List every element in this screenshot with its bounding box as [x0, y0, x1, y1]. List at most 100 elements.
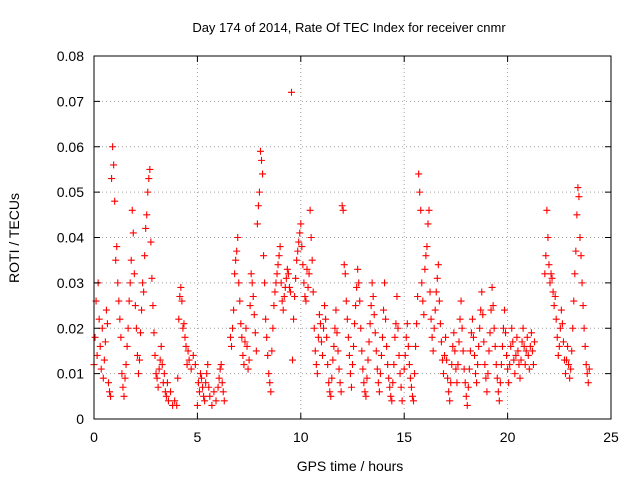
- data-point: [570, 297, 578, 305]
- data-point: [377, 351, 385, 359]
- data-point: [398, 397, 406, 405]
- data-point: [119, 383, 127, 391]
- data-point: [112, 256, 120, 264]
- data-point: [373, 365, 381, 373]
- data-point: [509, 338, 517, 346]
- data-point: [218, 379, 226, 387]
- data-point: [273, 270, 281, 278]
- data-point: [164, 397, 172, 405]
- data-point: [436, 320, 444, 328]
- data-point: [296, 229, 304, 237]
- data-point: [167, 388, 175, 396]
- data-point: [179, 324, 187, 332]
- data-point: [101, 338, 109, 346]
- data-point: [282, 274, 290, 282]
- data-point: [109, 143, 117, 151]
- data-point: [143, 211, 151, 219]
- data-point: [520, 342, 528, 350]
- data-point: [317, 338, 325, 346]
- data-point: [363, 374, 371, 382]
- data-point: [498, 342, 506, 350]
- data-point: [522, 347, 530, 355]
- data-point: [291, 292, 299, 300]
- data-point: [435, 297, 443, 305]
- data-point: [280, 292, 288, 300]
- data-point: [383, 342, 391, 350]
- data-point: [567, 365, 575, 373]
- data-point: [328, 374, 336, 382]
- data-point: [585, 365, 593, 373]
- data-point: [130, 270, 138, 278]
- data-point: [171, 397, 179, 405]
- data-point: [390, 361, 398, 369]
- data-point: [184, 347, 192, 355]
- y-axis-label: ROTI / TECUs: [6, 193, 22, 283]
- data-point: [294, 247, 302, 255]
- data-point: [116, 315, 124, 323]
- data-point: [310, 324, 318, 332]
- data-point: [442, 333, 450, 341]
- data-point: [154, 383, 162, 391]
- data-point: [411, 370, 419, 378]
- data-point: [480, 338, 488, 346]
- data-point: [138, 306, 146, 314]
- data-point: [185, 356, 193, 364]
- y-tick-label: 0.01: [57, 366, 84, 382]
- data-point: [400, 365, 408, 373]
- data-point: [331, 324, 339, 332]
- data-point: [365, 338, 373, 346]
- data-point: [528, 347, 536, 355]
- data-point: [416, 188, 424, 196]
- data-point: [104, 379, 112, 387]
- data-point: [466, 347, 474, 355]
- data-point: [91, 333, 99, 341]
- data-point: [485, 347, 493, 355]
- data-point: [564, 342, 572, 350]
- data-point: [389, 379, 397, 387]
- data-point: [212, 397, 220, 405]
- data-point: [248, 279, 256, 287]
- data-point: [394, 324, 402, 332]
- data-point: [242, 324, 250, 332]
- data-point: [253, 220, 261, 228]
- data-point: [120, 392, 128, 400]
- data-point: [237, 320, 245, 328]
- data-point: [137, 329, 145, 337]
- data-point: [103, 320, 111, 328]
- data-point: [496, 379, 504, 387]
- data-point: [551, 292, 559, 300]
- data-point: [123, 342, 131, 350]
- y-tick-label: 0: [76, 411, 84, 427]
- data-point: [134, 370, 142, 378]
- data-point: [542, 252, 550, 260]
- data-point: [284, 270, 292, 278]
- data-point: [265, 370, 273, 378]
- data-point: [577, 252, 585, 260]
- data-point: [523, 333, 531, 341]
- data-point: [421, 265, 429, 273]
- data-point: [292, 274, 300, 282]
- data-point: [304, 283, 312, 291]
- data-point: [141, 252, 149, 260]
- data-point: [552, 315, 560, 323]
- data-point: [327, 392, 335, 400]
- data-point: [467, 329, 475, 337]
- data-point: [437, 338, 445, 346]
- data-point: [574, 184, 582, 192]
- data-point: [301, 292, 309, 300]
- data-point: [412, 342, 420, 350]
- data-point: [127, 256, 135, 264]
- data-point: [230, 306, 238, 314]
- data-point: [439, 370, 447, 378]
- data-point: [278, 297, 286, 305]
- data-point: [286, 288, 294, 296]
- data-point: [157, 342, 165, 350]
- data-point: [335, 365, 343, 373]
- data-point: [554, 351, 562, 359]
- data-point: [152, 370, 160, 378]
- data-point: [427, 315, 435, 323]
- data-point: [107, 392, 115, 400]
- data-point: [231, 270, 239, 278]
- data-point: [391, 333, 399, 341]
- data-point: [344, 333, 352, 341]
